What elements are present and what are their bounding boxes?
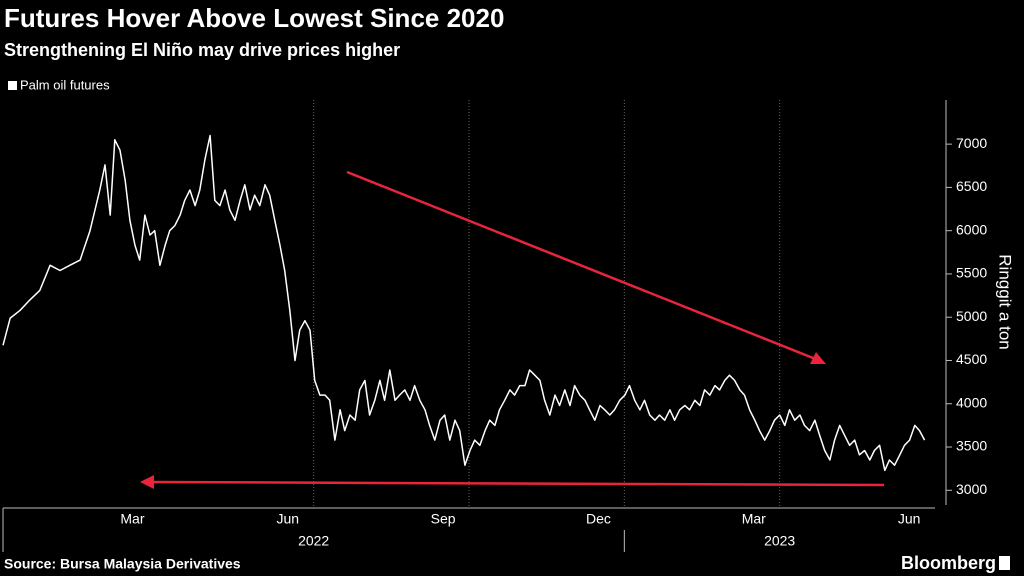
y-axis-label: Ringgit a ton: [996, 254, 1015, 349]
y-tick-label: 4000: [956, 394, 987, 410]
plot: 3000 3500 4000 4500 5000 5500 6000 6500 7000 Mar J…: [2, 100, 987, 552]
x-tick-label: Mar: [120, 511, 144, 527]
y-tick-label: 6000: [956, 221, 987, 237]
legend-label: Palm oil futures: [20, 77, 110, 92]
y-tick-label: 3500: [956, 438, 987, 454]
x-tick-label: Dec: [586, 511, 611, 527]
brand-icon: [999, 556, 1010, 570]
x-group-label: 2023: [764, 533, 795, 549]
x-tick-label: Jun: [898, 511, 921, 527]
chart-title: Futures Hover Above Lowest Since 2020: [4, 3, 504, 33]
legend-swatch: [8, 81, 17, 90]
y-tick-label: 4500: [956, 351, 987, 367]
arrow-head: [140, 475, 154, 489]
brand: Bloomberg: [901, 553, 996, 573]
y-tick-label: 5000: [956, 308, 987, 324]
x-group-label: 2022: [298, 533, 329, 549]
arrow-head: [810, 352, 826, 364]
y-tick-label: 5500: [956, 265, 987, 281]
y-tick-label: 6500: [956, 178, 987, 194]
y-tick-label: 7000: [956, 135, 987, 151]
x-tick-label: Sep: [431, 511, 456, 527]
chart-subtitle: Strengthening El Niño may drive prices h…: [4, 40, 400, 60]
price-line: [2, 134, 926, 472]
support-arrow: [149, 480, 885, 487]
y-tick-label: 3000: [956, 481, 987, 497]
trend-arrow: [346, 170, 819, 362]
source: Source: Bursa Malaysia Derivatives: [4, 556, 241, 572]
x-tick-label: Mar: [742, 511, 766, 527]
x-tick-label: Jun: [276, 511, 299, 527]
